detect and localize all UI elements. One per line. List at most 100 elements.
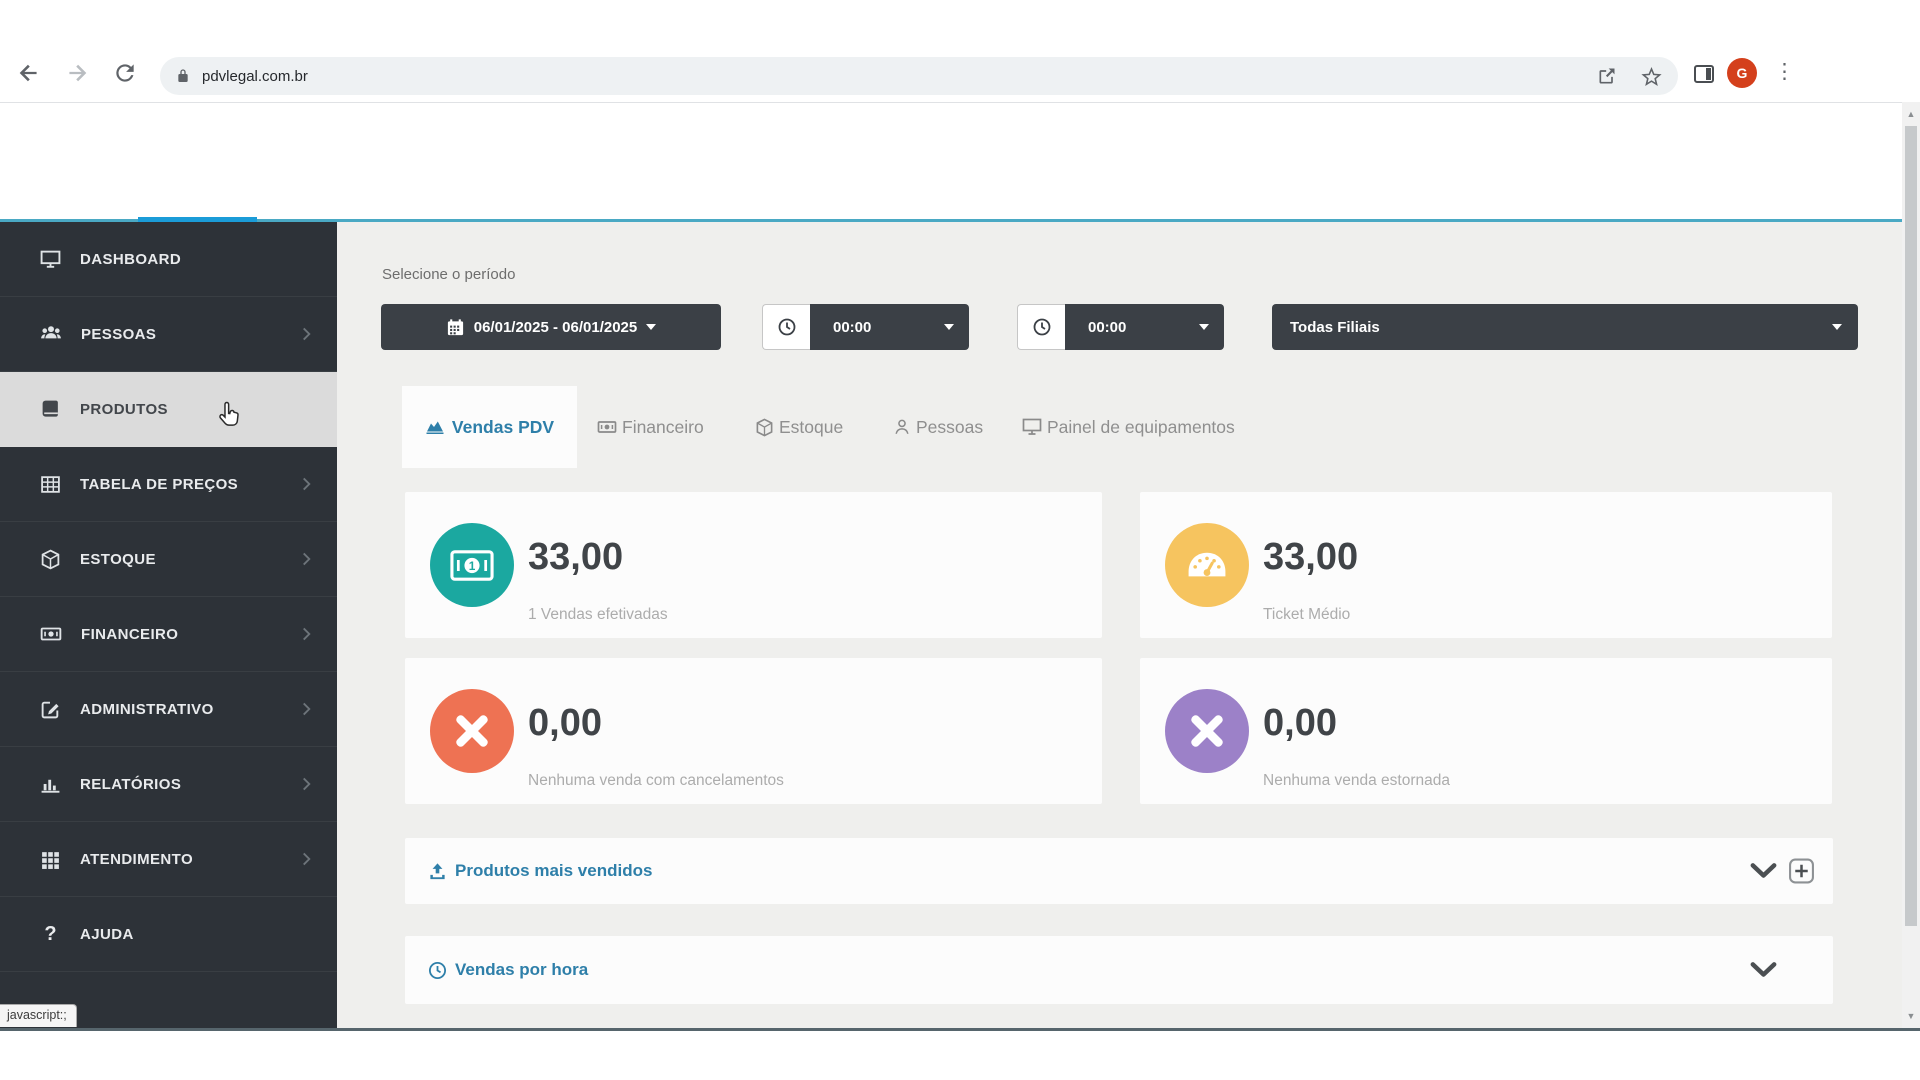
tab-label: Vendas PDV	[451, 416, 555, 437]
sidebar-item-tabela-de-precos[interactable]: TABELA DE PREÇOS	[0, 447, 337, 522]
clock-icon	[428, 961, 447, 979]
share-icon[interactable]	[1597, 66, 1617, 86]
area-chart-icon	[426, 421, 444, 434]
edit-icon	[41, 701, 59, 718]
time-end-value: 00:00	[1088, 318, 1127, 336]
main-content: Selecione o período 06/01/2025 - 06/01/2…	[337, 222, 1902, 1030]
time-start-value: 00:00	[833, 318, 872, 336]
tab-label: Financeiro	[622, 416, 704, 437]
chevron-right-icon	[303, 777, 311, 791]
app-header: PDV legal Gabriel Coxinhas	[0, 103, 1920, 286]
bookmark-star-icon[interactable]	[1641, 66, 1662, 87]
x-icon	[430, 689, 514, 773]
stat-value: 0,00	[1263, 702, 1337, 744]
money-icon	[597, 421, 617, 433]
upload-icon	[430, 862, 445, 879]
reload-icon[interactable]	[112, 60, 138, 86]
sidebar-item-administrativo[interactable]: ADMINISTRATIVO	[0, 672, 337, 747]
page-scrollbar[interactable]: ▲ ▼	[1902, 102, 1920, 1030]
calendar-icon	[447, 318, 463, 335]
cube-icon	[41, 549, 60, 569]
tab-financeiro[interactable]: Financeiro	[597, 386, 704, 468]
panel-title[interactable]: Produtos mais vendidos	[428, 861, 652, 881]
chevron-down-icon[interactable]	[1750, 863, 1777, 879]
sidebar-item-label: RELATÓRIOS	[80, 775, 182, 793]
expand-plus-icon[interactable]	[1788, 858, 1815, 885]
browser-toolbar: pdvlegal.com.br G ⋮	[0, 0, 1920, 103]
browser-menu-icon[interactable]: ⋮	[1774, 60, 1795, 83]
gauge-icon	[1165, 523, 1249, 607]
panel-title-text: Produtos mais vendidos	[455, 861, 653, 880]
side-panel-icon[interactable]	[1692, 62, 1716, 86]
users-icon	[41, 326, 61, 339]
sidebar-item-atendimento[interactable]: ATENDIMENTO	[0, 822, 337, 897]
caret-down-icon	[646, 324, 657, 330]
sidebar-item-label: DASHBOARD	[80, 250, 182, 268]
clock-icon	[1017, 304, 1065, 350]
svg-text:1: 1	[469, 558, 476, 572]
date-range-value: 06/01/2025 - 06/01/2025	[473, 318, 638, 336]
chevron-right-icon	[303, 552, 311, 566]
branch-value: Todas Filiais	[1290, 318, 1380, 336]
window-bottom-edge	[0, 1028, 1920, 1031]
sidebar-item-dashboard[interactable]: DASHBOARD	[0, 222, 337, 297]
sidebar-item-label: PRODUTOS	[80, 400, 168, 418]
scrollbar-thumb[interactable]	[1905, 126, 1917, 926]
banknote-icon: 1	[430, 523, 514, 607]
sidebar-item-label: AJUDA	[80, 925, 134, 943]
sidebar-item-financeiro[interactable]: FINANCEIRO	[0, 597, 337, 672]
stat-value: 33,00	[1263, 536, 1359, 578]
sidebar-item-label: ESTOQUE	[80, 550, 156, 568]
tab-label: Estoque	[779, 416, 844, 437]
sidebar-item-estoque[interactable]: ESTOQUE	[0, 522, 337, 597]
stat-label: Nenhuma venda com cancelamentos	[528, 772, 784, 789]
tab-vendas-pdv[interactable]: Vendas PDV	[402, 386, 577, 468]
time-end-picker[interactable]: 00:00	[1017, 304, 1224, 350]
forward-icon[interactable]	[64, 60, 90, 86]
tab-painel-de-equipamentos[interactable]: Painel de equipamentos	[1022, 386, 1235, 468]
chevron-right-icon	[303, 702, 311, 716]
sidebar-item-label: ADMINISTRATIVO	[80, 700, 214, 718]
caret-down-icon	[1832, 324, 1842, 330]
clock-icon	[762, 304, 810, 350]
branch-select[interactable]: Todas Filiais	[1272, 304, 1858, 350]
desktop-icon	[1022, 418, 1042, 435]
sidebar-item-label: FINANCEIRO	[81, 625, 179, 643]
sidebar-item-label: TABELA DE PREÇOS	[80, 475, 239, 493]
tab-estoque[interactable]: Estoque	[755, 386, 843, 468]
time-start-picker[interactable]: 00:00	[762, 304, 969, 350]
back-icon[interactable]	[16, 60, 42, 86]
lock-icon	[178, 69, 188, 82]
question-icon: ?	[44, 922, 57, 945]
stat-card-cancelamentos: 0,00 Nenhuma venda com cancelamentos	[405, 658, 1102, 804]
stat-value: 0,00	[528, 702, 602, 744]
sidebar-item-pessoas[interactable]: PESSOAS	[0, 297, 337, 372]
grid-icon	[42, 851, 59, 869]
chevron-right-icon	[303, 852, 311, 866]
chevron-right-icon	[303, 627, 311, 641]
browser-profile-avatar[interactable]: G	[1727, 58, 1757, 88]
stat-label: Nenhuma venda estornada	[1263, 772, 1450, 789]
sidebar-item-label: ATENDIMENTO	[80, 850, 194, 868]
panel-title[interactable]: Vendas por hora	[428, 960, 588, 980]
address-bar[interactable]: pdvlegal.com.br	[160, 57, 1678, 95]
tab-label: Pessoas	[916, 416, 984, 437]
stat-card-ticket-medio: 33,00 Ticket Médio	[1140, 492, 1832, 638]
desktop-icon	[40, 250, 61, 268]
user-icon	[895, 419, 909, 434]
date-range-picker[interactable]: 06/01/2025 - 06/01/2025	[381, 304, 721, 350]
sidebar-item-relatorios[interactable]: RELATÓRIOS	[0, 747, 337, 822]
scroll-up-icon[interactable]: ▲	[1906, 109, 1916, 119]
caret-down-icon	[944, 324, 954, 330]
tab-pessoas[interactable]: Pessoas	[893, 386, 983, 468]
sidebar-item-produtos[interactable]: PRODUTOS	[0, 372, 337, 447]
bar-chart-icon	[41, 779, 60, 793]
panel-produtos-mais-vendidos: Produtos mais vendidos	[405, 838, 1833, 904]
panel-vendas-por-hora: Vendas por hora	[405, 936, 1833, 1004]
scroll-down-icon[interactable]: ▼	[1906, 1011, 1916, 1021]
sidebar-item-ajuda[interactable]: ? AJUDA	[0, 897, 337, 972]
book-icon	[42, 400, 58, 417]
stat-card-estornos: 0,00 Nenhuma venda estornada	[1140, 658, 1832, 804]
chevron-down-icon[interactable]	[1750, 962, 1777, 978]
